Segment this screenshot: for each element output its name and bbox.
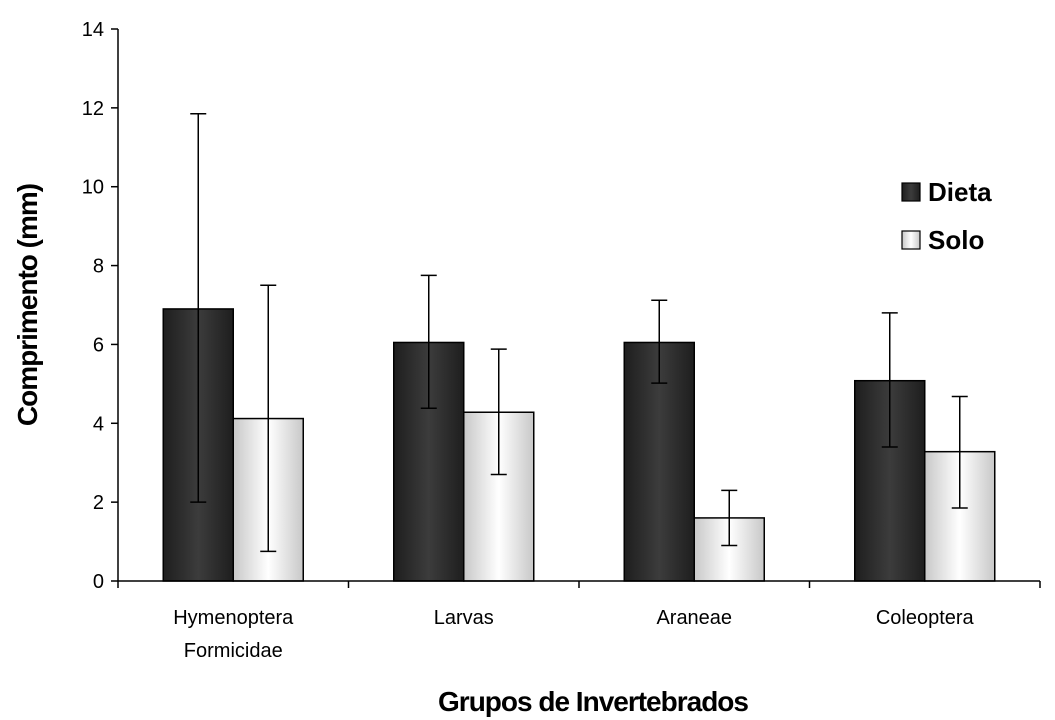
y-tick-label: 2 (93, 492, 104, 514)
x-tick-label: Hymenoptera Formicidae (173, 607, 294, 662)
legend-swatch (901, 182, 921, 202)
legend-label: Dieta (928, 177, 992, 207)
plot-area: 0 2 4 6 8 10 12 14 Hymenoptera Formicidae Larvas Ar… (82, 19, 1041, 662)
y-tick-label: 14 (82, 19, 104, 41)
x-tick-label: Araneae (656, 607, 732, 629)
x-tick-label: Coleoptera (876, 607, 975, 629)
y-tick-label: 0 (93, 571, 104, 593)
legend-swatch (901, 230, 921, 250)
y-tick-label: 6 (93, 334, 104, 356)
y-tick-label: 10 (82, 177, 104, 199)
x-axis-title: Grupos de Invertebrados (438, 686, 748, 717)
legend-label: Solo (928, 225, 984, 255)
y-tick-label: 12 (82, 98, 104, 120)
x-tick-label: Larvas (434, 607, 494, 629)
y-tick-label: 8 (93, 256, 104, 278)
y-tick-label: 4 (93, 413, 104, 435)
y-axis-title: Comprimento (mm) (12, 184, 43, 426)
